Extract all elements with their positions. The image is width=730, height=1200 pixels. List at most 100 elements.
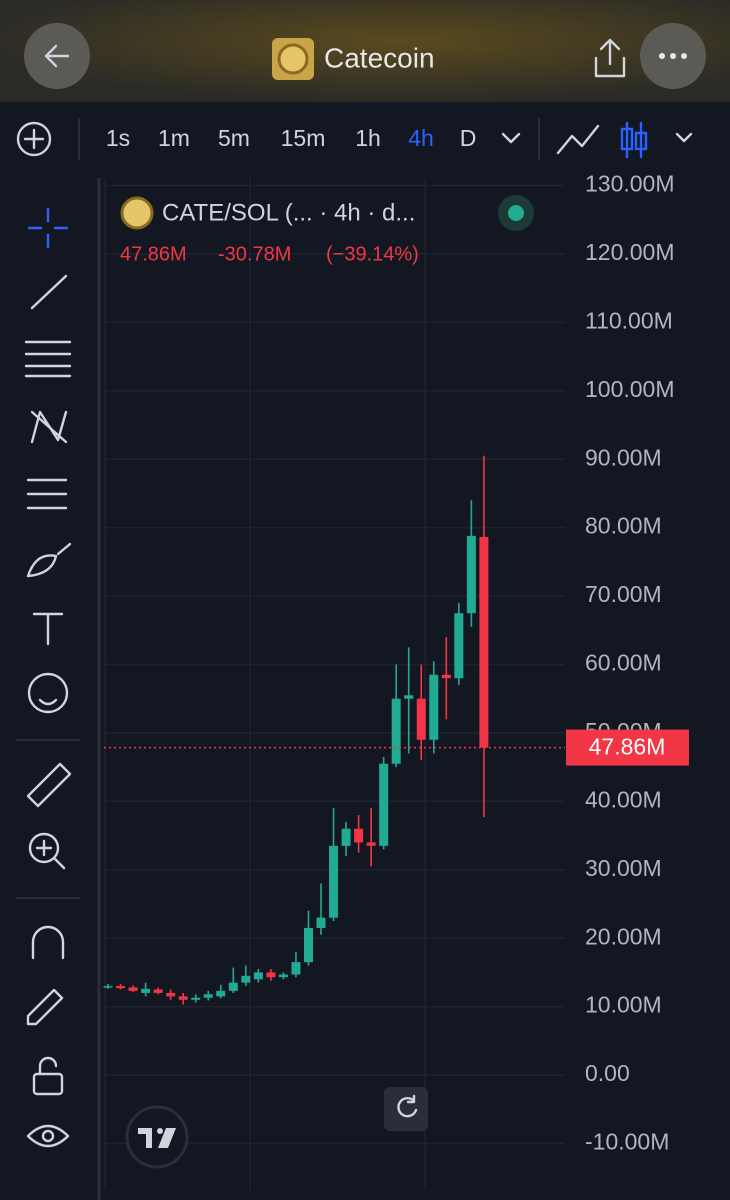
- candle-body: [216, 990, 226, 997]
- symbol-title[interactable]: CATE/SOL (... · 4h · d...: [162, 199, 415, 226]
- y-tick-label: 0.00: [585, 1060, 630, 1086]
- candle-body: [441, 674, 451, 679]
- timeframe[interactable]: 5m: [218, 125, 250, 151]
- tv-logo-mark: [138, 1128, 176, 1148]
- candle-body: [341, 828, 351, 846]
- y-tick-label: 110.00M: [585, 307, 673, 333]
- share-button[interactable]: [594, 38, 626, 78]
- top-bar: [0, 0, 730, 102]
- brush-tool[interactable]: [26, 542, 72, 578]
- chart-type-chevron[interactable]: [675, 132, 693, 143]
- candle-chart-button[interactable]: [620, 122, 648, 158]
- candle-body: [116, 986, 126, 989]
- tradingview-logo[interactable]: [125, 1105, 189, 1169]
- reset-button[interactable]: [384, 1087, 428, 1131]
- candle-body: [466, 535, 476, 614]
- back-icon: [44, 44, 70, 68]
- lock-drawing-tool[interactable]: [26, 988, 64, 1026]
- more-icon: [659, 53, 687, 59]
- y-tick-label: 70.00M: [585, 581, 662, 607]
- candle-body: [404, 695, 414, 699]
- timeframe[interactable]: 1m: [158, 125, 190, 151]
- candle-body: [253, 972, 263, 980]
- magnet-tool[interactable]: [31, 925, 65, 960]
- candle-body: [103, 986, 113, 988]
- timeframe[interactable]: D: [460, 125, 477, 151]
- price-label-box: [566, 729, 689, 766]
- y-tick-label: 80.00M: [585, 513, 662, 539]
- tool-sidebar: [0, 178, 97, 1200]
- plot-area: [103, 178, 565, 1190]
- status-dot: [508, 205, 524, 221]
- timeframe[interactable]: 15m: [281, 125, 326, 151]
- candle-body: [479, 536, 489, 748]
- add-symbol-button[interactable]: [16, 121, 52, 157]
- tv-logo-dot: [157, 1128, 163, 1134]
- candle-body: [278, 974, 288, 978]
- timeframe[interactable]: 1s: [106, 125, 130, 151]
- candle-body: [153, 989, 163, 993]
- trend-line-tool[interactable]: [30, 274, 68, 310]
- crosshair-tool[interactable]: [28, 208, 68, 248]
- y-tick-label: 40.00M: [585, 786, 662, 812]
- y-tick-label: -10.00M: [585, 1129, 669, 1155]
- change: -30.78M: [218, 243, 291, 265]
- candle-body: [429, 674, 439, 740]
- candle-body: [241, 975, 251, 983]
- pattern-tool[interactable]: [30, 410, 68, 444]
- candle-body: [316, 917, 326, 928]
- candle-body: [391, 698, 401, 764]
- eye-pupil: [41, 1129, 55, 1143]
- y-tick-label: 10.00M: [585, 992, 662, 1018]
- candle-body: [128, 987, 138, 991]
- y-tick-label: 130.00M: [585, 171, 675, 197]
- candle-body: [454, 613, 464, 679]
- timeframes: 1s 1m 5m 15m 1h 4h D: [106, 125, 476, 151]
- y-tick-label: 30.00M: [585, 855, 662, 881]
- candle-body: [354, 828, 364, 843]
- toolbar: [0, 102, 730, 178]
- candle-body: [329, 845, 339, 918]
- visibility-tool[interactable]: [26, 1124, 70, 1148]
- emoji-smile: [38, 698, 58, 706]
- ruler-tool[interactable]: [26, 762, 72, 808]
- candle-body: [141, 988, 151, 993]
- forecast-tool[interactable]: [26, 478, 68, 510]
- unlock-tool[interactable]: [32, 1072, 64, 1096]
- app-title: Catecoin: [324, 42, 435, 73]
- emoji-tool[interactable]: [27, 672, 69, 714]
- price-label: 47.86M: [589, 734, 666, 760]
- candle-body: [191, 997, 201, 1000]
- timeframe[interactable]: 4h: [408, 125, 434, 151]
- y-tick-label: 20.00M: [585, 923, 662, 949]
- y-tick-label: 120.00M: [585, 239, 675, 265]
- coin-logo-inner: [277, 43, 309, 75]
- candle-body: [303, 927, 313, 963]
- candle-body: [291, 962, 301, 975]
- change-percent: (−39.14%): [326, 243, 419, 265]
- zoom-tool[interactable]: [28, 832, 60, 864]
- text-tool[interactable]: [32, 612, 64, 646]
- timeframe[interactable]: 1h: [355, 125, 381, 151]
- timeframe-chevron[interactable]: [501, 132, 521, 144]
- candle-body: [379, 763, 389, 846]
- y-tick-label: 90.00M: [585, 444, 662, 470]
- line-chart-button[interactable]: [556, 124, 600, 155]
- candle-body: [178, 996, 188, 1000]
- y-tick-label: 60.00M: [585, 650, 662, 676]
- last-value: 47.86M: [120, 243, 187, 265]
- candle-body: [228, 982, 238, 991]
- zoom-icon: [35, 839, 66, 870]
- candle-body: [203, 994, 213, 998]
- symbol-logo: [120, 196, 154, 230]
- candle-body: [166, 992, 176, 997]
- add-icon: [23, 128, 45, 150]
- candle-body: [266, 972, 276, 978]
- candle-body: [366, 842, 376, 846]
- candle-body: [416, 698, 426, 740]
- unlock-shackle: [38, 1056, 58, 1076]
- reset-icon: [397, 1094, 418, 1118]
- y-tick-label: 100.00M: [585, 376, 675, 402]
- fib-tool[interactable]: [24, 340, 72, 378]
